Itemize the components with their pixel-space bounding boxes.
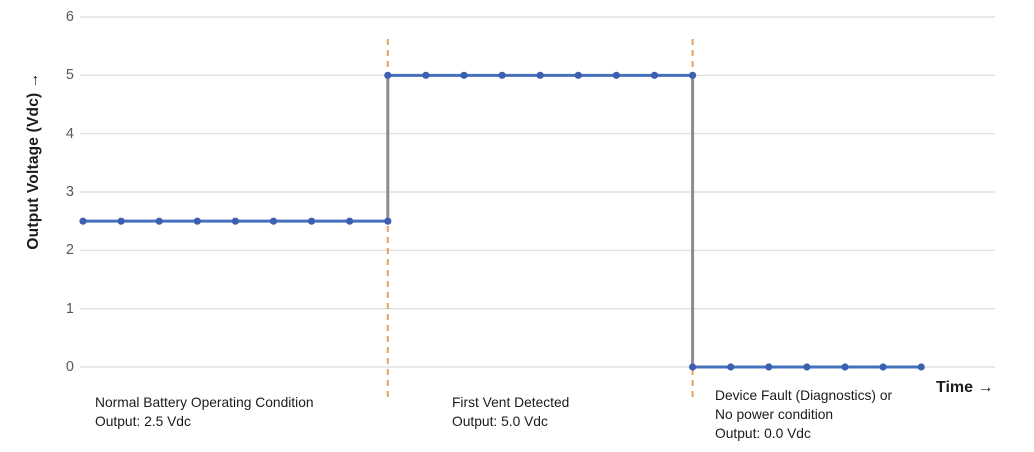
- annotation-line: No power condition: [715, 407, 834, 422]
- data-point-marker: [384, 71, 392, 79]
- data-point-marker: [841, 363, 849, 371]
- data-point-marker: [308, 217, 316, 225]
- data-point-marker: [422, 71, 430, 79]
- annotation-line: Normal Battery Operating Condition: [95, 395, 314, 410]
- annotation-line: Device Fault (Diagnostics) or: [715, 388, 893, 403]
- annotation-line: Output: 0.0 Vdc: [715, 426, 811, 441]
- x-axis-title: Time →: [936, 379, 994, 396]
- data-point-marker: [79, 217, 87, 225]
- y-tick-5: 5: [65, 67, 74, 84]
- annotation-first-vent: First Vent Detected Output: 5.0 Vdc: [452, 393, 569, 431]
- annotation-line: First Vent Detected: [452, 395, 570, 410]
- data-point-marker: [498, 71, 506, 79]
- data-point-marker: [231, 217, 239, 225]
- data-point-marker: [765, 363, 773, 371]
- data-point-marker: [727, 363, 735, 371]
- y-tick-2: 2: [65, 242, 74, 259]
- annotation-normal-battery: Normal Battery Operating Condition Outpu…: [95, 393, 314, 431]
- data-point-marker: [117, 217, 125, 225]
- annotation-device-fault: Device Fault (Diagnostics) or No power c…: [715, 386, 892, 443]
- y-tick-6: 6: [65, 9, 74, 25]
- annotation-line: Output: 2.5 Vdc: [95, 414, 191, 429]
- data-point-marker: [269, 217, 278, 225]
- data-point-marker: [917, 363, 925, 371]
- data-point-marker: [689, 71, 697, 79]
- data-point-marker: [384, 217, 392, 225]
- data-point-marker: [155, 217, 163, 225]
- data-point-marker: [193, 217, 201, 225]
- y-tick-1: 1: [65, 300, 74, 317]
- data-point-marker: [650, 71, 659, 79]
- data-point-marker: [612, 71, 621, 79]
- data-point-marker: [689, 363, 697, 371]
- y-tick-0: 0: [65, 359, 74, 375]
- y-tick-3: 3: [65, 184, 74, 200]
- data-point-marker: [879, 363, 887, 371]
- data-point-marker: [536, 71, 544, 79]
- data-point-marker: [346, 217, 354, 225]
- data-point-marker: [460, 71, 468, 79]
- y-tick-4: 4: [65, 125, 74, 142]
- data-point-marker: [803, 363, 811, 371]
- data-point-marker: [574, 71, 582, 79]
- annotation-line: Output: 5.0 Vdc: [452, 414, 548, 429]
